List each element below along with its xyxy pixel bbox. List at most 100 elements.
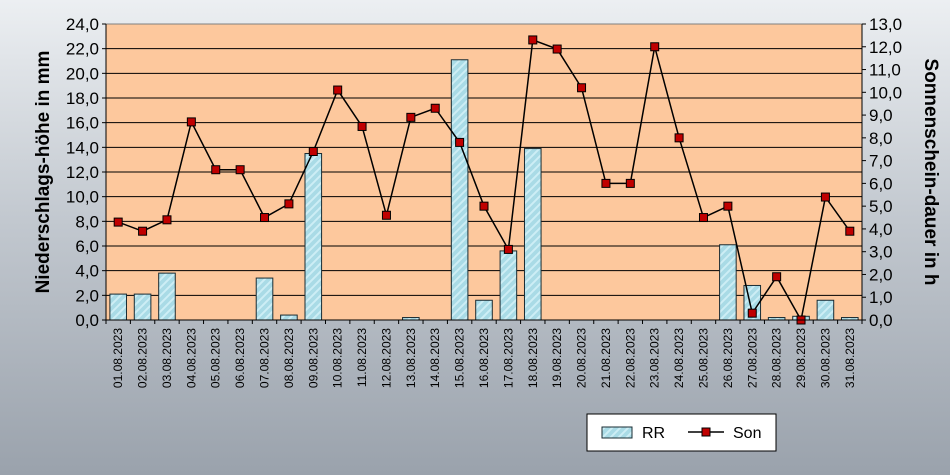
point-son xyxy=(308,147,318,157)
x-tick-label: 04.08.2023 xyxy=(184,328,198,388)
right-tick-label: 7,0 xyxy=(869,152,893,171)
left-tick-label: 18,0 xyxy=(66,89,99,108)
point-son xyxy=(723,201,733,211)
x-tick-label: 26.08.2023 xyxy=(721,328,735,388)
point-son xyxy=(772,272,782,282)
x-tick-label: 20.08.2023 xyxy=(575,328,589,388)
point-son xyxy=(674,133,684,143)
point-son xyxy=(284,199,294,209)
point-son xyxy=(138,226,148,236)
x-tick-label: 14.08.2023 xyxy=(428,328,442,388)
left-tick-label: 2,0 xyxy=(75,286,99,305)
right-tick-label: 13,0 xyxy=(869,15,902,34)
left-tick-label: 22,0 xyxy=(66,40,99,59)
point-son xyxy=(552,44,562,54)
right-tick-label: 3,0 xyxy=(869,243,893,262)
x-tick-label: 01.08.2023 xyxy=(111,328,125,388)
left-tick-label: 0,0 xyxy=(75,311,99,330)
bar-rr xyxy=(158,272,176,321)
point-son xyxy=(162,215,172,225)
point-son xyxy=(625,178,635,188)
left-tick-label: 14,0 xyxy=(66,138,99,157)
point-son xyxy=(528,35,538,45)
point-son xyxy=(113,217,123,227)
bar-rr xyxy=(499,250,518,321)
point-son xyxy=(820,192,830,202)
x-tick-label: 07.08.2023 xyxy=(258,328,272,388)
x-tick-label: 09.08.2023 xyxy=(306,328,320,388)
x-tick-label: 11.08.2023 xyxy=(355,328,369,387)
x-tick-label: 25.08.2023 xyxy=(696,328,710,388)
right-tick-label: 10,0 xyxy=(869,83,902,102)
x-axis-ticks: 01.08.2023 02.08.2023 03.08.2023 04.08.2023… xyxy=(105,319,863,388)
left-tick-label: 20,0 xyxy=(66,64,99,83)
legend-box xyxy=(586,413,777,452)
point-son xyxy=(211,165,221,175)
point-son xyxy=(260,213,270,223)
point-son xyxy=(577,83,587,93)
x-tick-label: 22.08.2023 xyxy=(623,328,637,388)
left-axis-ticks: 0,0 2,0 4,0 6,0 8,0 10,0 12,0 14,0 16,0 18,0 20,0 2… xyxy=(66,15,107,330)
point-son xyxy=(479,201,489,211)
point-son xyxy=(406,112,416,122)
line-series-son xyxy=(113,35,855,325)
point-son xyxy=(601,178,611,188)
x-tick-label: 02.08.2023 xyxy=(136,328,150,388)
left-tick-label: 10,0 xyxy=(66,188,99,207)
x-tick-label: 29.08.2023 xyxy=(794,328,808,388)
point-son xyxy=(357,121,367,131)
right-tick-label: 12,0 xyxy=(869,38,902,57)
x-tick-label: 03.08.2023 xyxy=(160,328,174,388)
legend-swatch-son-marker xyxy=(701,427,711,437)
point-son xyxy=(333,85,343,95)
x-tick-label: 08.08.2023 xyxy=(282,328,296,388)
x-tick-label: 13.08.2023 xyxy=(404,328,418,388)
x-tick-label: 24.08.2023 xyxy=(672,328,686,388)
right-tick-label: 1,0 xyxy=(869,288,893,307)
left-axis-title: Niederschlags-höhe in mm xyxy=(33,51,54,294)
right-axis-ticks: 0,0 1,0 2,0 3,0 4,0 5,0 6,0 7,0 8,0 9,0 10,0 11,0 12… xyxy=(861,15,902,330)
point-son xyxy=(503,244,513,254)
x-tick-label: 16.08.2023 xyxy=(477,328,491,388)
x-tick-label: 28.08.2023 xyxy=(770,328,784,388)
right-tick-label: 11,0 xyxy=(869,61,901,80)
point-son xyxy=(186,117,196,127)
bar-rr xyxy=(816,299,835,321)
left-tick-label: 4,0 xyxy=(75,262,99,281)
x-tick-label: 19.08.2023 xyxy=(550,328,564,388)
bar-rr xyxy=(255,277,274,321)
legend-label-son: Son xyxy=(733,425,761,442)
bar-rr xyxy=(304,153,323,321)
bar-rr xyxy=(133,293,152,321)
legend-swatch-rr xyxy=(601,426,633,439)
bar-rr xyxy=(475,299,493,321)
point-son xyxy=(430,103,440,113)
legend: RR Son xyxy=(586,413,777,452)
right-tick-label: 2,0 xyxy=(869,265,893,284)
bar-rr xyxy=(450,59,469,321)
right-tick-label: 9,0 xyxy=(869,106,893,125)
right-tick-label: 6,0 xyxy=(869,174,893,193)
x-tick-label: 21.08.2023 xyxy=(599,328,613,388)
x-tick-label: 12.08.2023 xyxy=(379,328,393,388)
bar-rr xyxy=(719,244,737,321)
point-son xyxy=(650,42,660,52)
left-tick-label: 12,0 xyxy=(66,163,99,182)
right-tick-label: 4,0 xyxy=(869,220,893,239)
point-son xyxy=(455,137,465,147)
point-son xyxy=(747,308,757,318)
legend-label-rr: RR xyxy=(642,425,665,442)
left-tick-label: 8,0 xyxy=(75,212,99,231)
point-son xyxy=(381,210,391,220)
x-tick-label: 27.08.2023 xyxy=(745,328,759,388)
x-tick-label: 18.08.2023 xyxy=(526,328,540,388)
x-tick-label: 05.08.2023 xyxy=(209,328,223,388)
point-son xyxy=(845,226,855,236)
x-tick-label: 30.08.2023 xyxy=(818,328,832,388)
right-tick-label: 5,0 xyxy=(869,197,893,216)
x-tick-label: 06.08.2023 xyxy=(233,328,247,388)
x-tick-label: 15.08.2023 xyxy=(453,328,467,388)
right-tick-label: 0,0 xyxy=(869,311,893,330)
